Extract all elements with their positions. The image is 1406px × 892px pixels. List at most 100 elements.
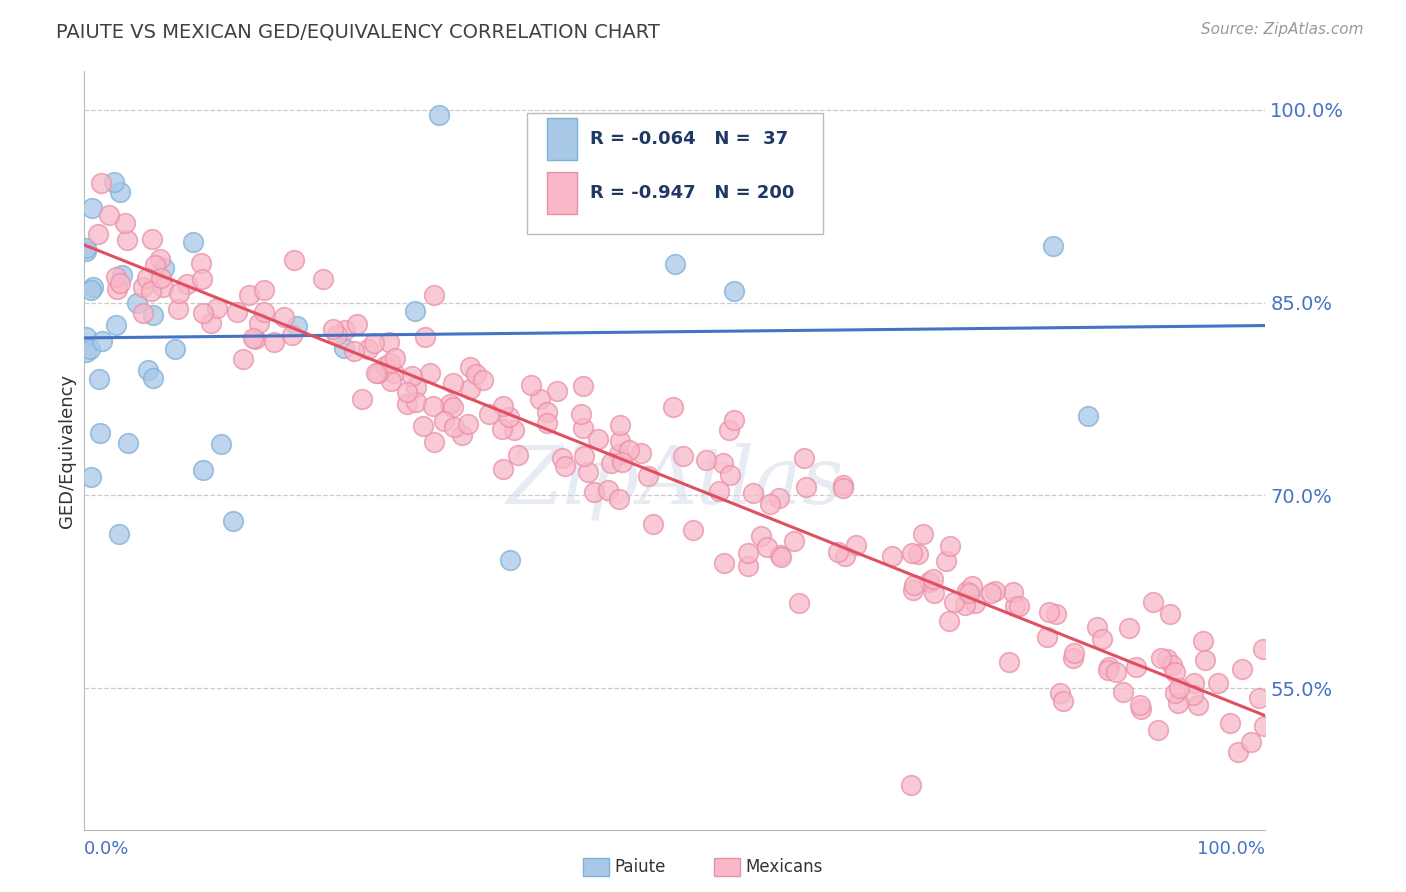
Point: [238, 287, 260, 301]
Point: [111, 268, 134, 283]
Point: [253, 305, 276, 319]
Point: [641, 517, 664, 532]
Point: [938, 614, 960, 628]
Point: [333, 342, 356, 356]
Point: [285, 319, 308, 334]
Point: [1142, 595, 1164, 609]
Point: [1150, 651, 1173, 665]
Point: [546, 384, 568, 398]
Text: R = -0.064   N =  37: R = -0.064 N = 37: [591, 130, 787, 148]
Point: [1085, 620, 1108, 634]
Point: [953, 599, 976, 613]
Text: PAIUTE VS MEXICAN GED/EQUIVALENCY CORRELATION CHART: PAIUTE VS MEXICAN GED/EQUIVALENCY CORREL…: [56, 22, 659, 41]
Point: [749, 529, 772, 543]
Point: [662, 400, 685, 414]
Point: [942, 595, 965, 609]
Point: [346, 317, 368, 331]
Point: [136, 271, 159, 285]
Point: [253, 283, 276, 297]
Bar: [547, 119, 576, 160]
Point: [1164, 686, 1187, 700]
Point: [498, 552, 520, 566]
Point: [82, 201, 104, 215]
Point: [827, 545, 849, 559]
Point: [682, 523, 704, 537]
Point: [401, 369, 423, 384]
Point: [404, 304, 426, 318]
Point: [205, 301, 228, 315]
Point: [787, 595, 810, 609]
Point: [718, 467, 741, 482]
Point: [75, 244, 97, 258]
Point: [322, 322, 344, 336]
Point: [979, 586, 1001, 600]
Point: [222, 514, 245, 528]
Point: [845, 538, 868, 552]
Point: [131, 306, 153, 320]
Point: [97, 208, 120, 222]
Point: [572, 449, 595, 463]
Point: [471, 373, 494, 387]
Point: [273, 310, 295, 324]
Text: Mexicans: Mexicans: [745, 858, 823, 876]
Point: [335, 323, 357, 337]
Point: [1181, 688, 1204, 702]
Point: [599, 456, 621, 470]
Point: [343, 344, 366, 359]
Point: [554, 458, 576, 473]
Point: [769, 548, 792, 562]
Point: [1004, 599, 1026, 613]
Point: [232, 351, 254, 366]
Point: [695, 453, 717, 467]
Point: [450, 428, 472, 442]
Point: [723, 284, 745, 298]
Point: [707, 483, 730, 498]
Point: [115, 234, 138, 248]
Point: [831, 477, 853, 491]
Point: [1008, 599, 1031, 613]
Point: [1249, 690, 1271, 705]
Point: [1147, 723, 1170, 738]
Point: [380, 356, 402, 370]
Point: [384, 351, 406, 365]
Point: [132, 279, 155, 293]
Point: [609, 434, 631, 449]
Point: [143, 258, 166, 272]
Point: [312, 271, 335, 285]
Point: [110, 276, 132, 290]
Point: [741, 486, 763, 500]
Point: [103, 175, 125, 189]
Point: [1253, 642, 1275, 657]
Point: [245, 332, 267, 346]
Point: [756, 540, 779, 554]
Point: [82, 279, 104, 293]
Point: [149, 252, 172, 266]
Point: [583, 484, 606, 499]
Point: [612, 455, 634, 469]
Point: [281, 328, 304, 343]
Point: [723, 413, 745, 427]
Point: [1167, 696, 1189, 710]
Point: [1112, 684, 1135, 698]
Point: [382, 366, 405, 380]
Point: [141, 232, 163, 246]
Point: [963, 596, 986, 610]
Point: [87, 227, 110, 241]
Point: [247, 316, 270, 330]
Point: [75, 345, 97, 359]
Point: [939, 539, 962, 553]
Point: [901, 546, 924, 560]
Point: [551, 451, 574, 466]
Text: R = -0.947   N = 200: R = -0.947 N = 200: [591, 184, 794, 202]
Point: [1160, 658, 1182, 673]
Point: [713, 556, 735, 570]
Point: [363, 335, 385, 350]
Point: [711, 456, 734, 470]
Point: [1002, 585, 1025, 599]
Point: [191, 463, 214, 477]
Point: [167, 286, 190, 301]
Point: [325, 328, 347, 343]
Point: [90, 176, 112, 190]
Point: [596, 483, 619, 498]
Point: [283, 253, 305, 268]
